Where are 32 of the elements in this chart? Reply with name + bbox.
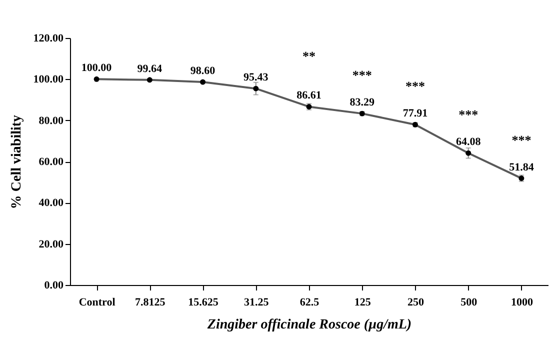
data-label: 100.00 <box>81 62 112 74</box>
annotation: ** <box>302 48 316 64</box>
annotation: *** <box>352 68 372 83</box>
data-label: 99.64 <box>137 62 163 75</box>
y-tick-label: 60.00 <box>38 156 64 168</box>
data-label: 51.84 <box>509 161 534 174</box>
x-tick-label: 1000 <box>510 296 534 308</box>
y-tick-label: 40.00 <box>38 197 64 210</box>
x-tick-label: 7.8125 <box>135 296 166 308</box>
annotation: *** <box>512 132 532 148</box>
y-axis-title: % Cell viability <box>9 114 24 210</box>
x-tick-label: Control <box>78 296 116 308</box>
data-label: 83.29 <box>350 96 375 109</box>
data-label: 64.08 <box>456 136 482 148</box>
x-tick-label: 500 <box>460 296 478 308</box>
data-label: 98.60 <box>190 65 216 78</box>
annotation: *** <box>405 78 425 94</box>
annotation: *** <box>458 107 478 122</box>
y-tick-label: 0.00 <box>44 280 64 292</box>
y-tick-label: 120.00 <box>33 32 64 44</box>
data-label: 95.43 <box>244 72 269 84</box>
data-label: 86.61 <box>296 90 322 102</box>
x-tick-label: 31.25 <box>244 296 270 308</box>
x-tick-label: 15.625 <box>188 296 219 308</box>
y-tick-label: 100.00 <box>33 74 64 86</box>
x-axis-title: Zingiber officinale Roscoe (µg/mL) <box>206 318 412 332</box>
x-tick-label: 125 <box>354 296 372 308</box>
data-label: 77.91 <box>402 108 428 120</box>
y-tick-label: 80.00 <box>38 114 64 127</box>
x-tick-label: 62.5 <box>300 296 320 308</box>
x-tick-label: 250 <box>407 296 424 308</box>
y-tick-label: 20.00 <box>38 238 64 250</box>
